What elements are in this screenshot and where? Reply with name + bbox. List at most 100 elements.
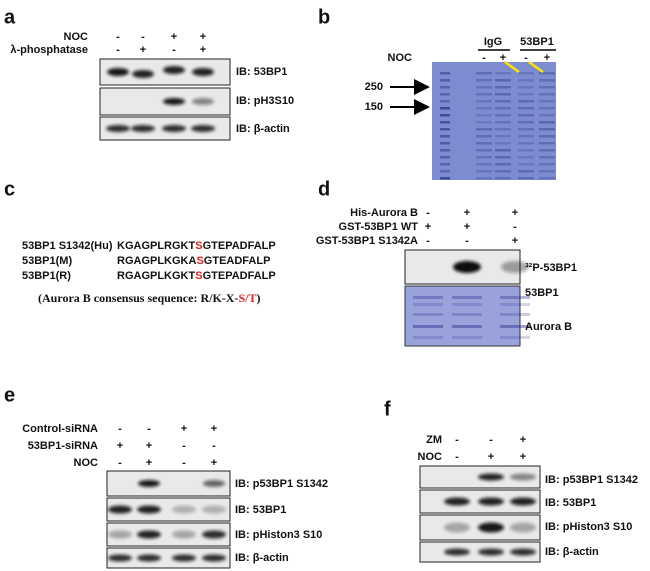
gel-band xyxy=(476,86,492,89)
gel-band xyxy=(539,107,555,110)
blot-label: IB: β-actin xyxy=(236,123,290,135)
panel-label: d xyxy=(318,178,330,200)
gel-band xyxy=(476,163,492,166)
blot-label: Aurora B xyxy=(525,321,572,333)
gel-band xyxy=(500,313,530,316)
gel-band xyxy=(539,156,555,159)
band xyxy=(501,261,529,273)
blot xyxy=(106,547,231,569)
gel-band xyxy=(440,79,450,82)
sign: + xyxy=(171,31,177,43)
gel-band xyxy=(440,100,450,103)
seq-name: 53BP1(M) xyxy=(22,255,72,267)
gel-band xyxy=(452,303,482,306)
gel-band xyxy=(440,86,450,89)
blot-label: IB: 53BP1 xyxy=(235,504,286,516)
gel-band xyxy=(476,156,492,159)
gel-band xyxy=(476,107,492,110)
gel-band xyxy=(495,163,511,166)
seq-name: 53BP1(R) xyxy=(22,270,71,282)
sign: + xyxy=(200,31,206,43)
band xyxy=(510,497,536,506)
seq-part: ) xyxy=(256,291,260,305)
gel-band xyxy=(413,313,443,316)
sign: + xyxy=(488,451,494,463)
sign: + xyxy=(512,207,518,219)
gel xyxy=(404,285,521,347)
band xyxy=(108,530,132,539)
gel-band xyxy=(518,107,534,110)
sign: - xyxy=(426,235,430,247)
gel-band xyxy=(476,121,492,124)
sign: + xyxy=(520,451,526,463)
gel-band xyxy=(495,135,511,138)
seq-name: 53BP1 S1342(Hu) xyxy=(22,240,113,252)
gel-band xyxy=(539,100,555,103)
sign: - xyxy=(482,52,486,64)
sign: - xyxy=(118,423,122,435)
panel-label: a xyxy=(4,6,16,28)
gel-band xyxy=(518,163,534,166)
sign: + xyxy=(211,457,217,469)
gel-band xyxy=(440,156,450,159)
gel-band xyxy=(500,325,530,328)
gel-band xyxy=(518,142,534,145)
sign: + xyxy=(117,440,123,452)
gel-band xyxy=(539,177,555,180)
gel-band xyxy=(452,336,482,339)
row-label: NOC xyxy=(74,457,99,469)
gel-band xyxy=(518,128,534,131)
highlight xyxy=(528,60,544,74)
sign: + xyxy=(200,44,206,56)
sign: + xyxy=(520,434,526,446)
gel-band xyxy=(440,114,450,117)
group-label: IgG xyxy=(484,36,502,48)
blot-label: 53BP1 xyxy=(525,287,559,299)
blot-label: IB: 53BP1 xyxy=(545,497,596,509)
gel-band xyxy=(539,114,555,117)
gel-band xyxy=(500,336,530,339)
blot-label: IB: β-actin xyxy=(235,552,289,564)
gel-band xyxy=(539,128,555,131)
gel-band xyxy=(495,86,511,89)
band xyxy=(108,554,132,562)
marker-label: 150 xyxy=(365,101,383,113)
gel-band xyxy=(452,325,482,328)
band xyxy=(478,548,504,556)
sign: - xyxy=(141,31,145,43)
gel-band xyxy=(413,296,443,299)
gel-band xyxy=(539,142,555,145)
row-label: λ-phosphatase xyxy=(10,44,88,56)
gel-band xyxy=(539,93,555,96)
band xyxy=(478,522,504,533)
highlight xyxy=(504,60,520,74)
band xyxy=(172,505,196,514)
gel-band xyxy=(413,336,443,339)
band xyxy=(172,530,196,539)
gel-band xyxy=(452,296,482,299)
gel-band xyxy=(500,303,530,306)
marker-label: 250 xyxy=(365,81,383,93)
band xyxy=(203,480,225,487)
band xyxy=(453,261,481,273)
seq-part: GTEPADFALP xyxy=(203,240,276,252)
gel-band xyxy=(440,142,450,145)
band xyxy=(137,505,161,514)
band xyxy=(138,480,160,487)
sign: + xyxy=(211,423,217,435)
sign: + xyxy=(181,423,187,435)
gel-band xyxy=(495,156,511,159)
seq-part: GTEPADFALP xyxy=(203,270,276,282)
sign: - xyxy=(212,440,216,452)
gel-band xyxy=(518,86,534,89)
band xyxy=(132,70,154,78)
seq-part: RGAGPLKGKA xyxy=(117,255,197,267)
band xyxy=(444,497,470,506)
sign: + xyxy=(425,221,431,233)
consensus: (Aurora B consensus sequence: R/K-X-S/T) xyxy=(38,291,260,305)
site: S xyxy=(195,270,202,282)
sign: + xyxy=(146,440,152,452)
band xyxy=(162,125,186,132)
sign: - xyxy=(455,434,459,446)
